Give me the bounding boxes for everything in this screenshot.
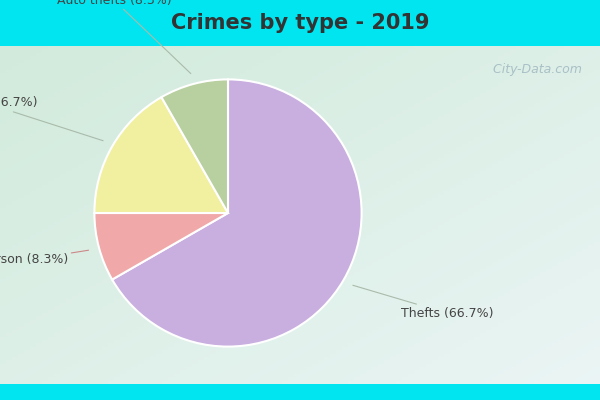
Wedge shape bbox=[161, 79, 228, 213]
Text: City-Data.com: City-Data.com bbox=[485, 64, 582, 76]
Text: Crimes by type - 2019: Crimes by type - 2019 bbox=[171, 13, 429, 33]
Text: Auto thefts (8.3%): Auto thefts (8.3%) bbox=[56, 0, 191, 74]
Wedge shape bbox=[94, 213, 228, 280]
Text: Assaults (16.7%): Assaults (16.7%) bbox=[0, 96, 103, 141]
Text: Thefts (66.7%): Thefts (66.7%) bbox=[353, 285, 494, 320]
Wedge shape bbox=[94, 97, 228, 213]
Text: Arson (8.3%): Arson (8.3%) bbox=[0, 250, 89, 266]
Wedge shape bbox=[112, 79, 362, 346]
